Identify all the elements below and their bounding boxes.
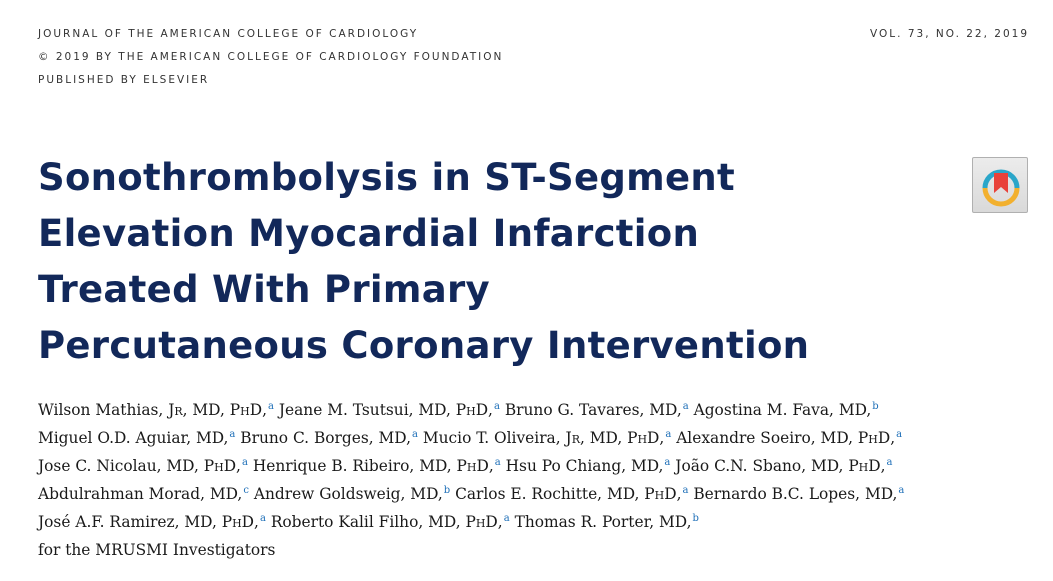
- author-name: Miguel O.D. Aguiar, MD,: [38, 429, 229, 447]
- author-line: Jose C. Nicolau, MD, PhD,a Henrique B. R…: [38, 457, 893, 475]
- affiliation-link[interactable]: a: [229, 429, 236, 440]
- affiliation-link[interactable]: a: [493, 401, 500, 412]
- author-name: Carlos E. Rochitte, MD,: [455, 485, 645, 503]
- author-name: Bernardo B.C. Lopes, MD,: [693, 485, 898, 503]
- author-name: João C.N. Sbano, MD,: [675, 457, 849, 475]
- author-name: Andrew Goldsweig, MD,: [253, 485, 443, 503]
- author-name: Jose C. Nicolau, MD,: [38, 457, 204, 475]
- title-line: Treated With Primary: [38, 268, 490, 311]
- affiliation-link[interactable]: a: [682, 401, 689, 412]
- publisher-line: PUBLISHED BY ELSEVIER: [38, 74, 210, 86]
- volume-info: VOL. 73, NO. 22, 2019: [870, 28, 1029, 40]
- affiliation-link[interactable]: a: [494, 457, 501, 468]
- copyright-line: © 2019 BY THE AMERICAN COLLEGE OF CARDIO…: [38, 51, 504, 63]
- author-line: José A.F. Ramirez, MD, PhD,a Roberto Kal…: [38, 513, 699, 531]
- affiliation-link[interactable]: b: [443, 485, 451, 496]
- author-name: Roberto Kalil Filho, MD,: [270, 513, 466, 531]
- affiliation-link[interactable]: a: [503, 513, 510, 524]
- affiliation-link[interactable]: b: [692, 513, 699, 524]
- author-name: Bruno G. Tavares, MD,: [504, 401, 682, 419]
- check-for-updates-button[interactable]: [972, 157, 1028, 213]
- affiliation-link[interactable]: a: [411, 429, 418, 440]
- author-name: Agostina M. Fava, MD,: [693, 401, 872, 419]
- author-name: Bruno C. Borges, MD,: [240, 429, 411, 447]
- title-line: Elevation Myocardial Infarction: [38, 212, 700, 255]
- title-line: Sonothrombolysis in ST-Segment: [38, 156, 736, 199]
- author-name: Jeane M. Tsutsui, MD,: [278, 401, 456, 419]
- author-name: Abdulrahman Morad, MD,: [38, 485, 243, 503]
- affiliation-link[interactable]: c: [243, 485, 249, 496]
- author-line: Abdulrahman Morad, MD,c Andrew Goldsweig…: [38, 485, 905, 503]
- affiliation-link[interactable]: a: [896, 429, 903, 440]
- affiliation-link[interactable]: a: [664, 457, 671, 468]
- journal-name: JOURNAL OF THE AMERICAN COLLEGE OF CARDI…: [38, 28, 419, 40]
- author-name: José A.F. Ramirez, MD,: [38, 513, 222, 531]
- affiliation-link[interactable]: a: [898, 485, 905, 496]
- affiliation-link[interactable]: a: [682, 485, 689, 496]
- author-name: Henrique B. Ribeiro, MD,: [252, 457, 457, 475]
- author-line: Miguel O.D. Aguiar, MD,a Bruno C. Borges…: [38, 429, 903, 447]
- check-for-updates-icon: [982, 169, 1020, 207]
- affiliation-link[interactable]: a: [665, 429, 672, 440]
- author-line: Wilson Mathias, Jr, MD, PhD,a Jeane M. T…: [38, 401, 879, 419]
- author-name: Wilson Mathias,: [38, 401, 169, 419]
- title-line: Percutaneous Coronary Intervention: [38, 324, 810, 367]
- affiliation-link[interactable]: a: [886, 457, 893, 468]
- article-title: Sonothrombolysis in ST-Segment Elevation…: [38, 150, 809, 374]
- affiliation-link[interactable]: b: [872, 401, 879, 412]
- author-name: Thomas R. Porter, MD,: [514, 513, 692, 531]
- affiliation-link[interactable]: a: [259, 513, 266, 524]
- author-name: Mucio T. Oliveira,: [422, 429, 566, 447]
- author-name: Alexandre Soeiro, MD,: [676, 429, 858, 447]
- affiliation-link[interactable]: a: [267, 401, 274, 412]
- affiliation-link[interactable]: a: [241, 457, 248, 468]
- investigator-group: for the MRUSMI Investigators: [38, 541, 276, 559]
- author-list: Wilson Mathias, Jr, MD, PhD,a Jeane M. T…: [38, 396, 1038, 564]
- author-name: Hsu Po Chiang, MD,: [505, 457, 664, 475]
